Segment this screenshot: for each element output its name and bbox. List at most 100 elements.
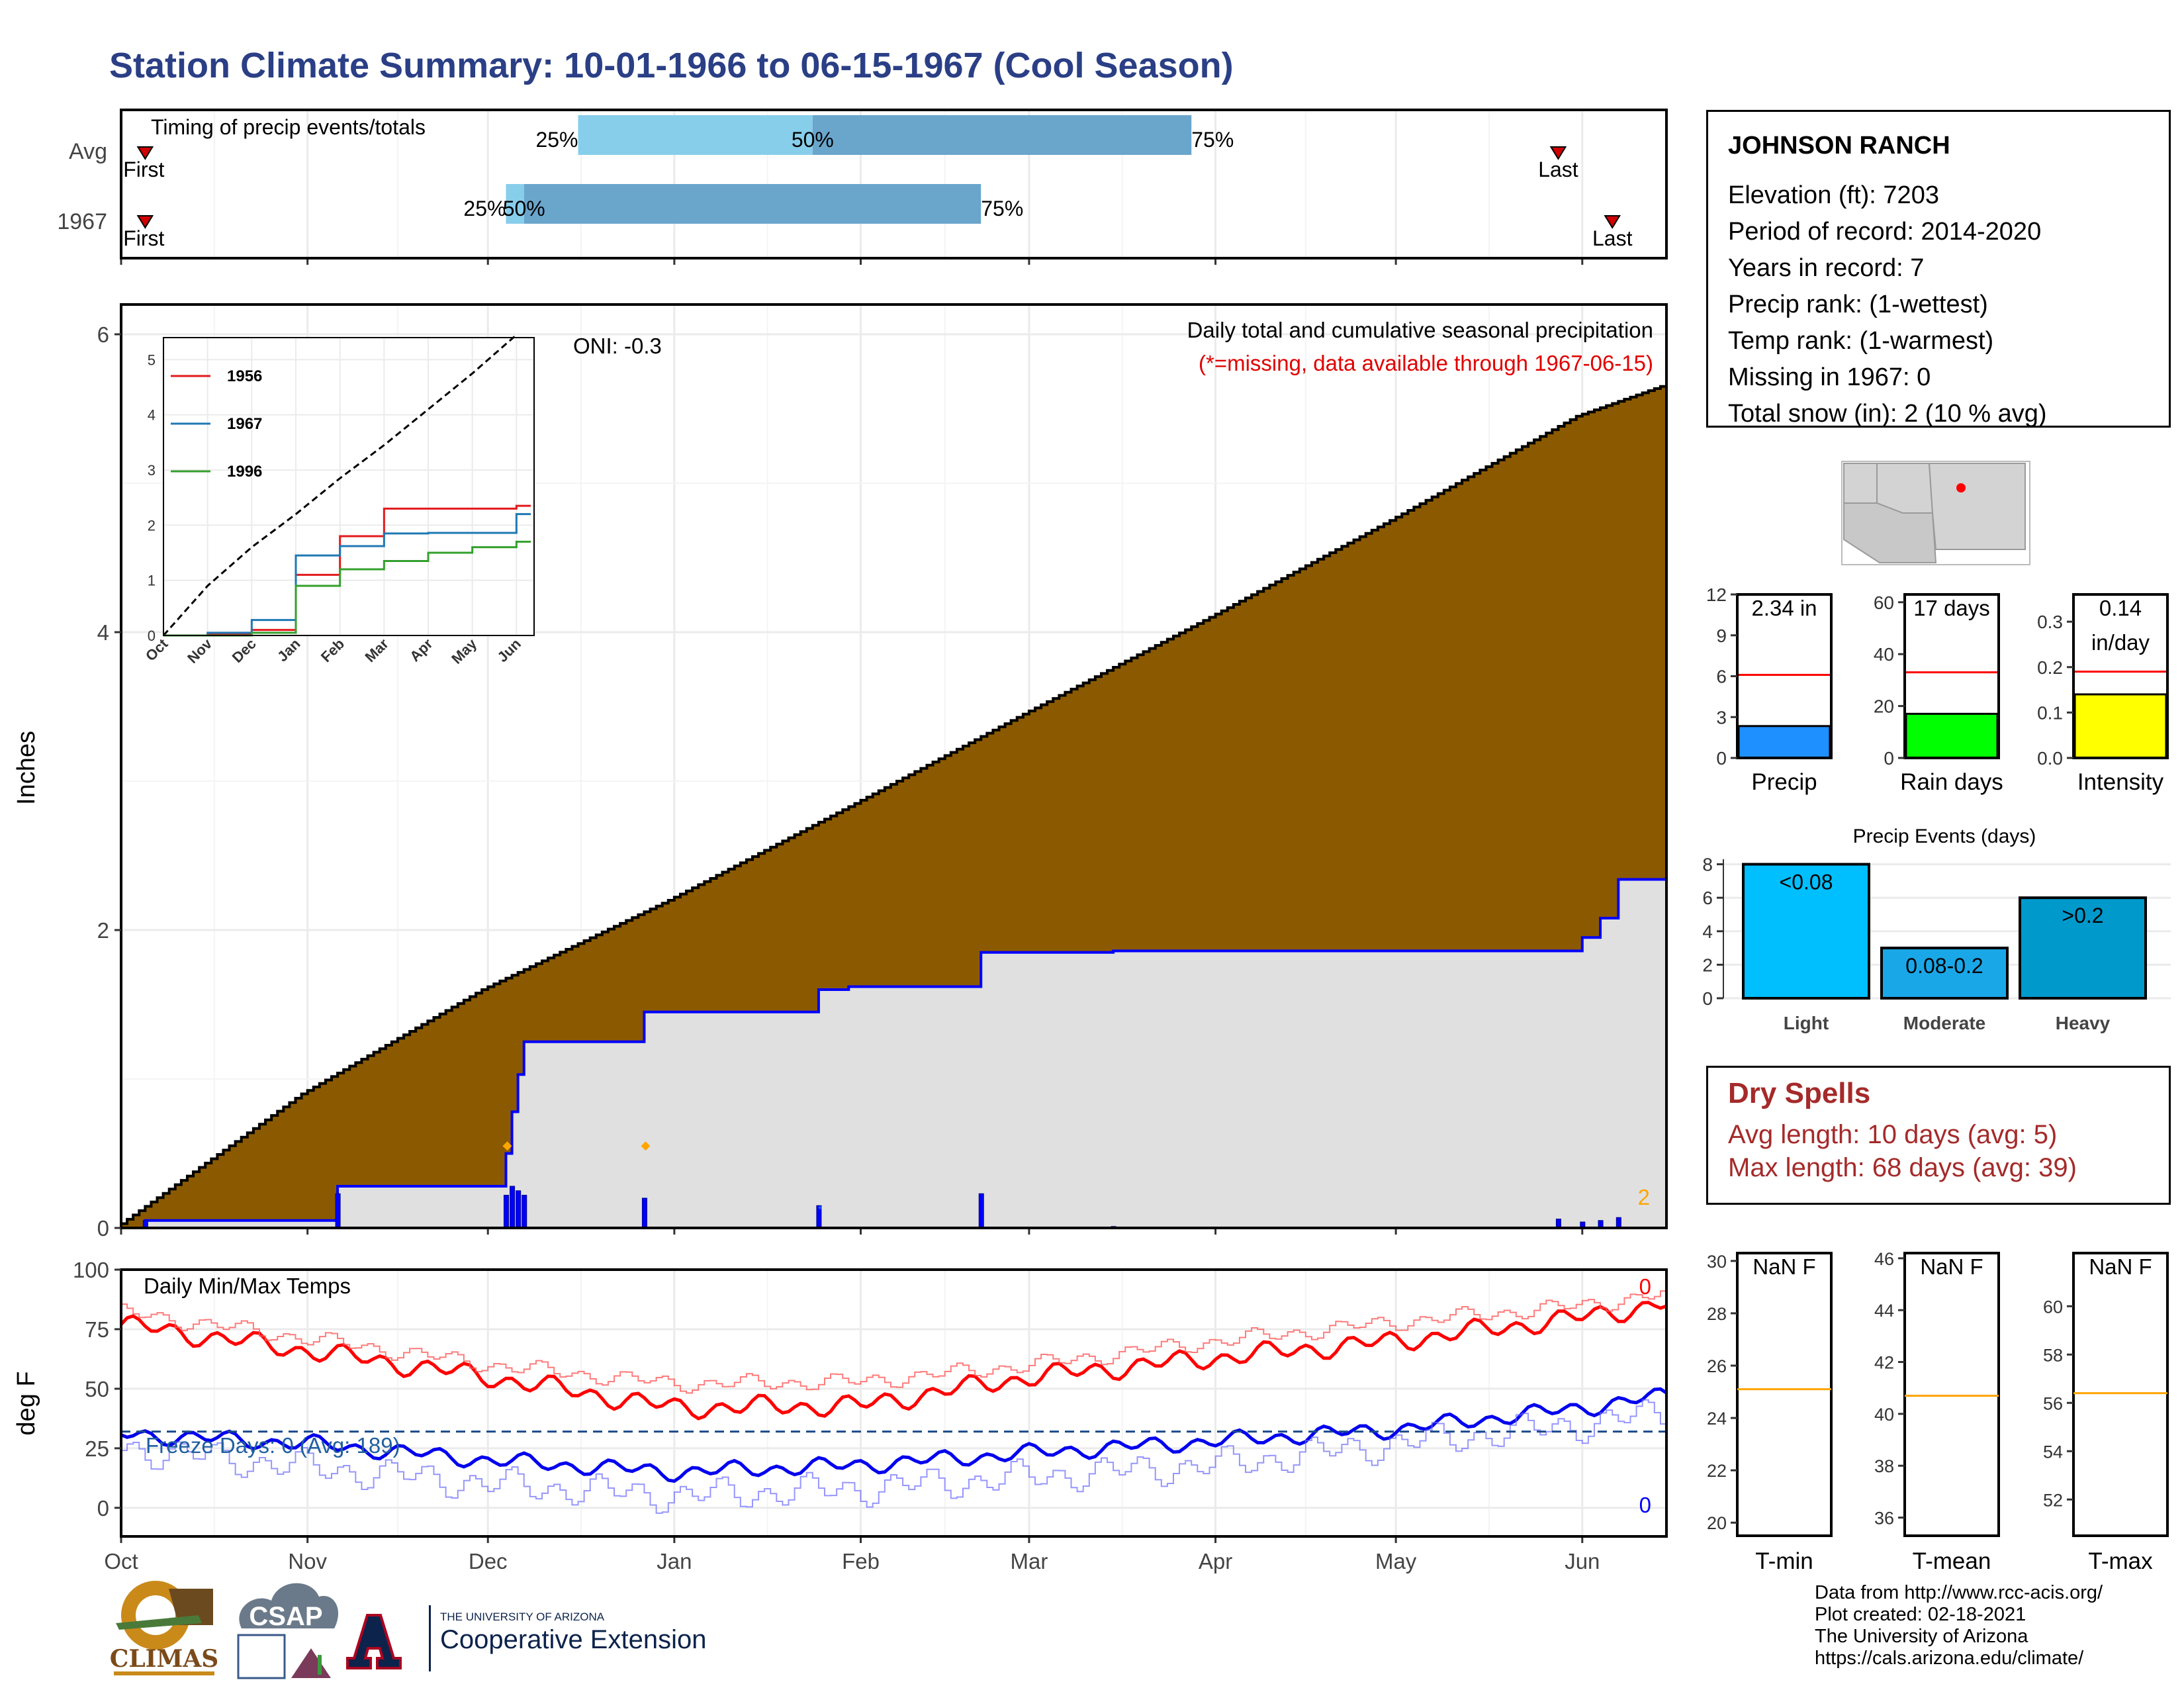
temp-summary-y-tick-label: 46 xyxy=(1874,1249,1894,1269)
last-event-marker xyxy=(1604,215,1621,229)
timing-label: Timing of precip events/totals xyxy=(151,115,426,139)
station-name: JOHNSON RANCH xyxy=(1728,132,1950,160)
y-tick-label: 6 xyxy=(97,322,109,347)
daily-precip-bar xyxy=(503,1195,509,1229)
temp-summary-y-tick-label: 36 xyxy=(1874,1509,1894,1528)
temp-summary-y-tick-label: 44 xyxy=(1874,1301,1894,1321)
inset-y-tick-label: 3 xyxy=(148,462,156,479)
temp-summary-y-tick-label: 28 xyxy=(1707,1304,1727,1324)
temp-y-tick-label: 50 xyxy=(85,1377,109,1401)
summary-value-label: 2.34 in xyxy=(1751,596,1817,620)
timing-label-p75: 75% xyxy=(1191,128,1234,152)
temp-series-lines xyxy=(120,1286,1668,1514)
precip-y-ticks: 0 2 4 6 xyxy=(97,322,121,1241)
ua-big-text: Cooperative Extension xyxy=(440,1625,706,1654)
events-y-tick-label: 2 xyxy=(1702,955,1713,975)
temp-summary-y-tick-label: 38 xyxy=(1874,1456,1894,1476)
snow-count-label: 2 xyxy=(1638,1185,1650,1209)
events-y-tick-label: 0 xyxy=(1702,988,1713,1009)
temp-summary-y-tick-label: 20 xyxy=(1707,1513,1727,1533)
summary-y-tick-label: 0 xyxy=(1884,748,1894,769)
temp-summary-y-tick-label: 26 xyxy=(1707,1356,1727,1376)
temp-y-label: deg F xyxy=(13,1371,40,1435)
timing-bar-25-50 xyxy=(578,115,813,155)
events-bar xyxy=(1880,947,2009,1000)
oni-label: ONI: -0.3 xyxy=(573,334,662,358)
events-title: Precip Events (days) xyxy=(1853,825,2036,847)
station-info-box: JOHNSON RANCH Elevation (ft): 7203 Perio… xyxy=(1706,110,2171,428)
temp-summary-y-tick-label: 24 xyxy=(1707,1409,1727,1429)
temp-y-tick-label: 100 xyxy=(73,1258,109,1282)
temp-summary-y-tick-label: 60 xyxy=(2043,1297,2063,1317)
summary-value-label: 0.14 xyxy=(2099,596,2142,620)
temp-summary-category-label: T-max xyxy=(2088,1548,2153,1574)
month-label: Mar xyxy=(1011,1549,1048,1573)
temp-summary-y-tick-label: 22 xyxy=(1707,1461,1727,1481)
timing-label-p50: 50% xyxy=(792,128,834,152)
events-y-tick-label: 8 xyxy=(1702,855,1713,875)
last-event-marker xyxy=(1549,146,1567,160)
temp-line-3 xyxy=(121,1399,1667,1514)
inset-legend-label: 1956 xyxy=(227,367,262,385)
snow-marker xyxy=(502,1141,512,1151)
y-tick-label: 2 xyxy=(97,918,109,943)
events-bar-label: <0.08 xyxy=(1780,870,1833,894)
station-years: Years in record: 7 xyxy=(1728,254,1925,282)
snow-markers: * xyxy=(502,1141,822,1216)
daily-precip-bar xyxy=(510,1186,516,1229)
station-location-dot xyxy=(1956,483,1966,492)
daily-precip-bar xyxy=(516,1190,522,1229)
ua-logo: THE UNIVERSITY OF ARIZONA Cooperative Ex… xyxy=(346,1605,706,1671)
snow-marker xyxy=(641,1141,651,1151)
summary-y-tick-label: 9 xyxy=(1716,626,1727,646)
last-event-label: Last xyxy=(1538,158,1578,181)
temp-summary-y-tick-label: 40 xyxy=(1874,1405,1894,1425)
temp-summary-value-label: NaN F xyxy=(2089,1254,2152,1279)
csap-logo: CSAP xyxy=(237,1583,339,1679)
temp-summary-charts: 20 22 24 26 28 30 NaN F T-min 36 38 40 42 44 46 NaN F T… xyxy=(1707,1249,2169,1574)
first-event-label: First xyxy=(123,158,164,181)
timing-label-p50: 50% xyxy=(503,197,545,220)
summary-y-tick-label: 60 xyxy=(1874,592,1894,613)
station-missing: Missing in 1967: 0 xyxy=(1728,363,1931,391)
temp-y-tick-label: 0 xyxy=(97,1496,109,1521)
inset-legend: 1956 1967 1996 xyxy=(171,367,262,481)
temp-summary-y-tick-label: 30 xyxy=(1707,1252,1727,1272)
temp-summary-frame xyxy=(1736,1252,1833,1537)
credit-line: The University of Arizona xyxy=(1815,1626,2028,1647)
inset-line-1967 xyxy=(163,513,531,637)
temp-y-ticks: 0 25 50 75 100 xyxy=(73,1258,121,1521)
temp-line-1 xyxy=(121,1286,1667,1394)
inset-y-tick-label: 4 xyxy=(148,407,156,424)
events-bar-label: 0.08-0.2 xyxy=(1905,954,1983,978)
station-period: Period of record: 2014-2020 xyxy=(1728,218,2042,246)
temp-summary-y-tick-label: 42 xyxy=(1874,1353,1894,1373)
summary-bar-charts: 0 3 6 9 12 2.34 in Precip 0 20 40 60 17 days Rain da… xyxy=(1706,585,2169,795)
climas-wordmark: CLIMAS xyxy=(110,1645,219,1673)
month-label: Oct xyxy=(104,1549,138,1573)
temp-summary-frame xyxy=(1903,1252,2000,1537)
timing-row-label-avg: Avg xyxy=(69,139,107,164)
daily-precip-bar xyxy=(522,1195,527,1229)
timing-bar-50-75 xyxy=(812,115,1192,155)
summary-value-label: 17 days xyxy=(1913,596,1990,620)
temp-line-0 xyxy=(120,1301,1667,1421)
month-label: Apr xyxy=(1199,1549,1232,1573)
temp-line-2 xyxy=(120,1387,1668,1483)
temp-summary-category-label: T-min xyxy=(1755,1548,1813,1574)
month-label: Jun xyxy=(1565,1549,1600,1573)
precip-y-label: Inches xyxy=(13,731,40,805)
cold-days-count: 0 xyxy=(1639,1493,1651,1517)
summary-y-tick-label: 40 xyxy=(1874,644,1894,665)
y-tick-label: 4 xyxy=(97,620,109,645)
map-region-west xyxy=(1843,463,1878,504)
inset-y-tick-label: 0 xyxy=(148,628,156,644)
climas-logo: CLIMAS xyxy=(110,1581,219,1675)
events-bar xyxy=(1742,863,1870,1000)
daily-precip-bar xyxy=(335,1193,341,1229)
month-label: Dec xyxy=(469,1549,508,1573)
